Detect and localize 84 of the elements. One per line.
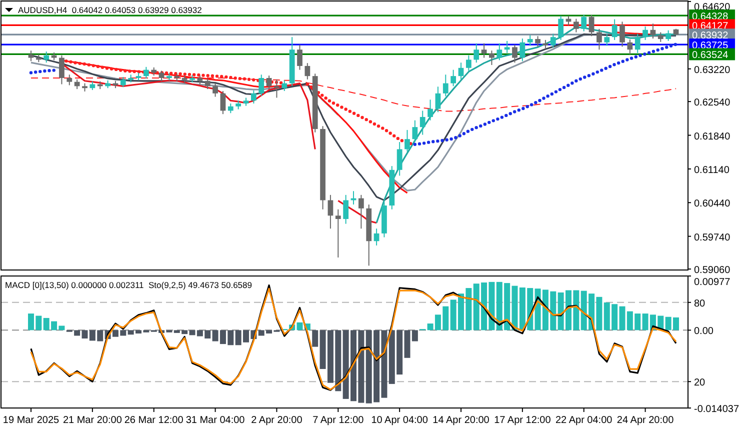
y-tick-label: 0.00 bbox=[694, 326, 714, 338]
x-tick-label: 21 Mar 20:00 bbox=[62, 415, 122, 426]
y-tick-label: 0.59740 bbox=[694, 232, 731, 244]
candlestick bbox=[535, 36, 540, 48]
candlestick bbox=[396, 141, 402, 176]
candlestick bbox=[343, 194, 349, 224]
candlestick bbox=[358, 194, 364, 230]
candlestick bbox=[404, 129, 410, 152]
x-tick-label: 19 Mar 2025 bbox=[2, 415, 60, 426]
x-tick-label: 24 Apr 20:00 bbox=[616, 415, 674, 426]
candlestick bbox=[228, 103, 234, 114]
candlestick bbox=[120, 76, 126, 88]
ref-line-label: 0.63524 bbox=[692, 50, 729, 62]
y-tick-label: 0.59060 bbox=[694, 265, 731, 276]
candlestick bbox=[604, 33, 610, 46]
candlestick bbox=[512, 44, 518, 64]
candlestick bbox=[581, 14, 587, 32]
candlestick bbox=[596, 28, 602, 50]
candlestick bbox=[44, 51, 50, 64]
candlestick bbox=[634, 33, 640, 54]
candlestick bbox=[258, 74, 264, 96]
text: MACD [0](13,50) 0.000000 0.002311 Sto(9,2,5) 49.4673 50.6589 bbox=[5, 280, 252, 290]
y-tick-label: 0.61840 bbox=[694, 131, 731, 142]
x-tick-label: 7 Apr 12:00 bbox=[312, 415, 364, 426]
candlestick bbox=[442, 74, 448, 97]
y-tick-label: 0.62540 bbox=[694, 98, 731, 109]
ref-line-label: 0.64127 bbox=[692, 21, 729, 32]
candlestick bbox=[527, 34, 533, 46]
x-tick-label: 22 Apr 04:00 bbox=[556, 415, 613, 426]
y-tick-label: 0.63220 bbox=[694, 64, 731, 76]
candlestick bbox=[627, 38, 633, 55]
candlestick bbox=[458, 62, 464, 80]
candlestick bbox=[658, 32, 664, 42]
x-tick-label: 14 Apr 20:00 bbox=[432, 415, 490, 426]
x-tick-label: 26 Mar 12:00 bbox=[124, 415, 184, 426]
candlestick bbox=[59, 54, 64, 85]
y-tick-label: 0.60440 bbox=[694, 198, 731, 210]
candlestick bbox=[489, 50, 494, 66]
y-tick-label: 0.61140 bbox=[694, 164, 730, 176]
candlestick bbox=[204, 78, 210, 90]
candlestick bbox=[374, 228, 380, 246]
candlestick bbox=[143, 66, 149, 79]
x-tick-label: 10 Apr 04:00 bbox=[371, 415, 428, 426]
candlestick bbox=[496, 42, 502, 61]
candlestick bbox=[328, 194, 334, 230]
candlestick bbox=[282, 80, 288, 92]
candlestick bbox=[274, 78, 280, 98]
candlestick bbox=[435, 86, 441, 113]
candlestick bbox=[74, 78, 80, 90]
candlestick bbox=[466, 54, 472, 72]
y2-tick-label: 80 bbox=[694, 298, 706, 310]
candlestick bbox=[428, 99, 433, 121]
candlestick bbox=[420, 110, 426, 136]
x-tick-label: 2 Apr 20:00 bbox=[251, 415, 303, 426]
y-tick-label: 0.00977 bbox=[694, 277, 731, 288]
y-tick-label: -0.014037 bbox=[694, 404, 740, 415]
candlestick bbox=[573, 18, 579, 33]
candlestick bbox=[642, 26, 648, 40]
candlestick bbox=[588, 14, 594, 37]
candlestick bbox=[474, 42, 480, 64]
candlestick bbox=[504, 40, 510, 54]
candlestick bbox=[66, 74, 72, 86]
candlestick bbox=[620, 21, 625, 48]
candlestick bbox=[297, 44, 302, 70]
text: AUDUSD,H4 0.64042 0.64053 0.63929 0.63932 bbox=[18, 5, 202, 15]
x-tick-label: 31 Mar 04:00 bbox=[186, 415, 246, 426]
candlestick bbox=[335, 208, 341, 258]
candlestick bbox=[450, 69, 456, 87]
candlestick bbox=[550, 33, 556, 48]
candlestick bbox=[481, 42, 487, 58]
candlestick bbox=[212, 82, 218, 98]
candlestick bbox=[28, 50, 34, 62]
candlestick bbox=[304, 62, 310, 80]
candlestick bbox=[266, 75, 272, 90]
x-tick-label: 17 Apr 12:00 bbox=[494, 415, 552, 426]
candlestick bbox=[666, 30, 672, 42]
y2-tick-label: 20 bbox=[694, 378, 706, 389]
candlestick bbox=[520, 38, 526, 62]
candlestick bbox=[220, 90, 226, 115]
candlestick bbox=[612, 18, 618, 40]
candlestick bbox=[558, 15, 564, 40]
candlestick bbox=[158, 70, 164, 82]
candlestick bbox=[250, 90, 256, 104]
candlestick bbox=[412, 120, 418, 142]
